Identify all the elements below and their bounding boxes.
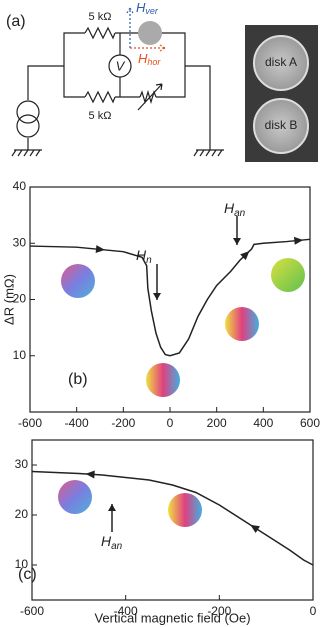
x-tick-label: -400	[65, 416, 89, 430]
x-tick-label: -200	[207, 604, 231, 618]
x-tick-label: 0	[310, 604, 317, 618]
y-tick-label: 20	[13, 292, 27, 306]
annotation-arrowhead	[108, 504, 116, 511]
x-tick-label: -600	[20, 604, 44, 618]
x-axis-label: Vertical magnetic field (Oe)	[94, 610, 250, 625]
y-tick-label: 40	[13, 179, 27, 193]
annotation: Hn	[136, 247, 152, 266]
panel-label: (b)	[68, 371, 88, 388]
direction-arrow	[85, 470, 95, 479]
field-label: Hver	[136, 0, 159, 16]
annotation-subscript: n	[146, 255, 152, 266]
y-tick-label: 30	[13, 235, 27, 249]
circuit	[11, 7, 224, 157]
sem-image	[245, 25, 318, 162]
y-tick-label: 10	[15, 557, 29, 571]
plot-frame	[31, 439, 314, 601]
field-subscript: hor	[147, 57, 161, 67]
x-tick-label: -200	[111, 416, 135, 430]
direction-arrow	[240, 251, 250, 261]
x-tick-label: 400	[253, 416, 273, 430]
voltmeter-label: V	[116, 58, 126, 73]
vortex-insets	[58, 258, 305, 527]
field-subscript: ver	[145, 6, 159, 16]
x-tick-label: 200	[207, 416, 227, 430]
y-tick-label: 30	[15, 457, 29, 471]
annotation-symbol: H	[224, 200, 235, 216]
x-tick-label: -400	[114, 604, 138, 618]
annotation-arrowhead	[153, 293, 161, 300]
y-tick-label: 20	[15, 507, 29, 521]
disk-label: disk A	[265, 55, 297, 69]
field-label: Hhor	[138, 51, 161, 67]
field-symbol: H	[136, 0, 146, 15]
annotation-subscript: an	[111, 541, 123, 552]
data-line	[29, 238, 311, 357]
annotation-symbol: H	[136, 247, 147, 263]
annotation: Han	[101, 533, 123, 552]
resistor-label: 5 kΩ	[89, 110, 112, 122]
x-tick-label: -600	[18, 416, 42, 430]
direction-arrow	[293, 236, 304, 245]
x-tick-label: 0	[167, 416, 174, 430]
disk-label: disk B	[265, 118, 298, 132]
direction-arrow	[250, 524, 260, 534]
resistor-label: 5 kΩ	[89, 11, 112, 23]
panel-label: (a)	[6, 13, 26, 30]
annotation-subscript: an	[234, 208, 246, 219]
annotation: Han	[224, 200, 246, 219]
direction-arrow	[95, 245, 105, 254]
annotation-symbol: H	[101, 533, 112, 549]
x-tick-label: 600	[300, 416, 320, 430]
y-tick-label: 10	[13, 348, 27, 362]
field-symbol: H	[138, 51, 148, 66]
data-line	[31, 470, 314, 566]
annotation-arrowhead	[233, 238, 241, 245]
y-axis-label: ΔR (mΩ)	[1, 274, 16, 325]
panel-label: (c)	[18, 566, 37, 583]
